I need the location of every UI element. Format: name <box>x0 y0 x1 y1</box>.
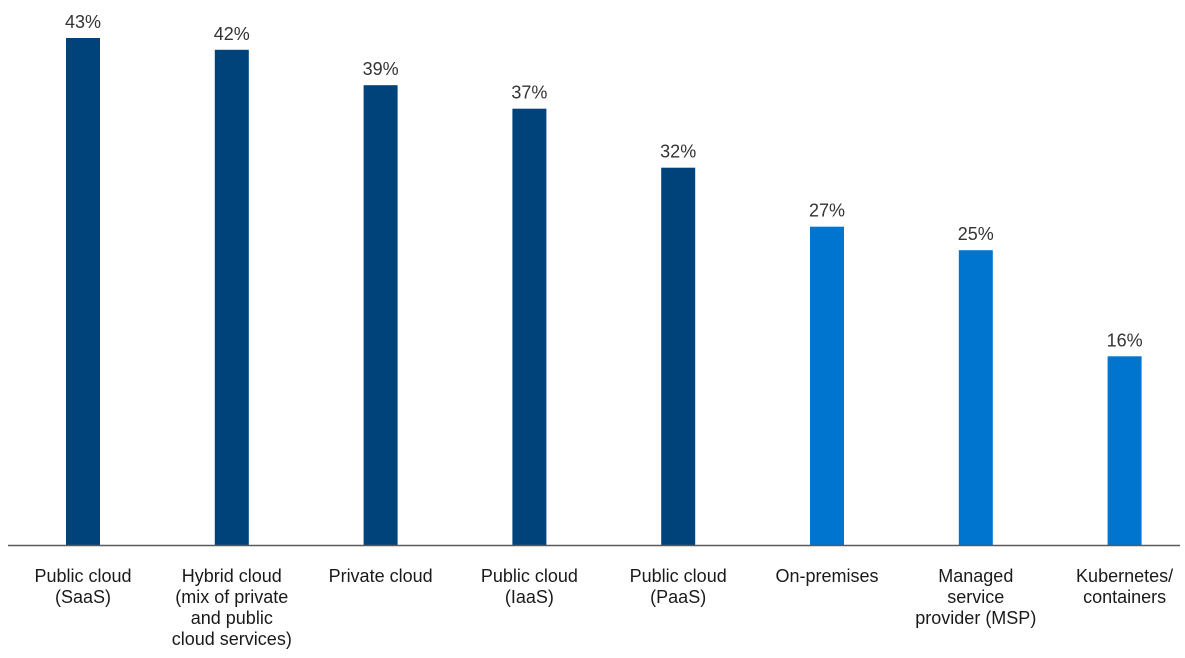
category-label-7: Kubernetes/containers <box>1076 566 1173 607</box>
category-label-line: cloud services) <box>172 629 292 649</box>
category-label-line: provider (MSP) <box>915 608 1036 628</box>
value-label-7: 16% <box>1107 330 1143 350</box>
category-label-line: and public <box>191 608 273 628</box>
bar-6 <box>958 250 993 545</box>
value-label-0: 43% <box>65 12 101 32</box>
bar-4 <box>661 167 696 545</box>
value-label-4: 32% <box>660 142 696 162</box>
category-labels-group: Public cloud (SaaS)Hybrid cloud (mix of pr… <box>34 566 1173 649</box>
value-label-1: 42% <box>214 24 250 44</box>
bar-1 <box>214 49 249 546</box>
category-label-line: (mix of private <box>175 587 288 607</box>
category-label-line: service <box>947 587 1004 607</box>
category-label-4: Public cloud (PaaS) <box>630 566 727 607</box>
category-label-2: Private cloud <box>329 566 433 586</box>
category-label-line: (PaaS) <box>650 587 706 607</box>
category-label-5: On-premises <box>775 566 878 586</box>
category-label-line: Hybrid cloud <box>182 566 282 586</box>
bar-5 <box>810 226 844 545</box>
value-label-6: 25% <box>958 224 994 244</box>
category-label-line: Managed <box>938 566 1013 586</box>
bar-2 <box>363 85 398 545</box>
category-label-line: Private cloud <box>329 566 433 586</box>
category-label-line: Kubernetes/ <box>1076 566 1173 586</box>
value-label-2: 39% <box>363 59 399 79</box>
bar-0 <box>66 38 100 545</box>
value-label-3: 37% <box>511 83 547 103</box>
bars-group <box>66 38 1142 546</box>
category-label-line: (IaaS) <box>505 587 554 607</box>
category-label-line: On-premises <box>775 566 878 586</box>
bar-7 <box>1107 356 1142 545</box>
value-labels-group: 43% 42% 39% 37% 32% 27% 25% 16% <box>65 12 1143 350</box>
category-label-1: Hybrid cloud (mix of private and public clo… <box>172 566 292 649</box>
category-label-6: Managed service provider (MSP) <box>915 566 1036 628</box>
category-label-0: Public cloud (SaaS) <box>34 566 131 607</box>
value-label-5: 27% <box>809 201 845 221</box>
category-label-line: Public cloud <box>630 566 727 586</box>
category-label-line: Public cloud <box>481 566 578 586</box>
category-label-line: (SaaS) <box>55 587 111 607</box>
category-label-line: Public cloud <box>34 566 131 586</box>
bar-3 <box>512 108 547 545</box>
category-label-line: containers <box>1083 587 1166 607</box>
category-label-3: Public cloud (IaaS) <box>481 566 578 607</box>
